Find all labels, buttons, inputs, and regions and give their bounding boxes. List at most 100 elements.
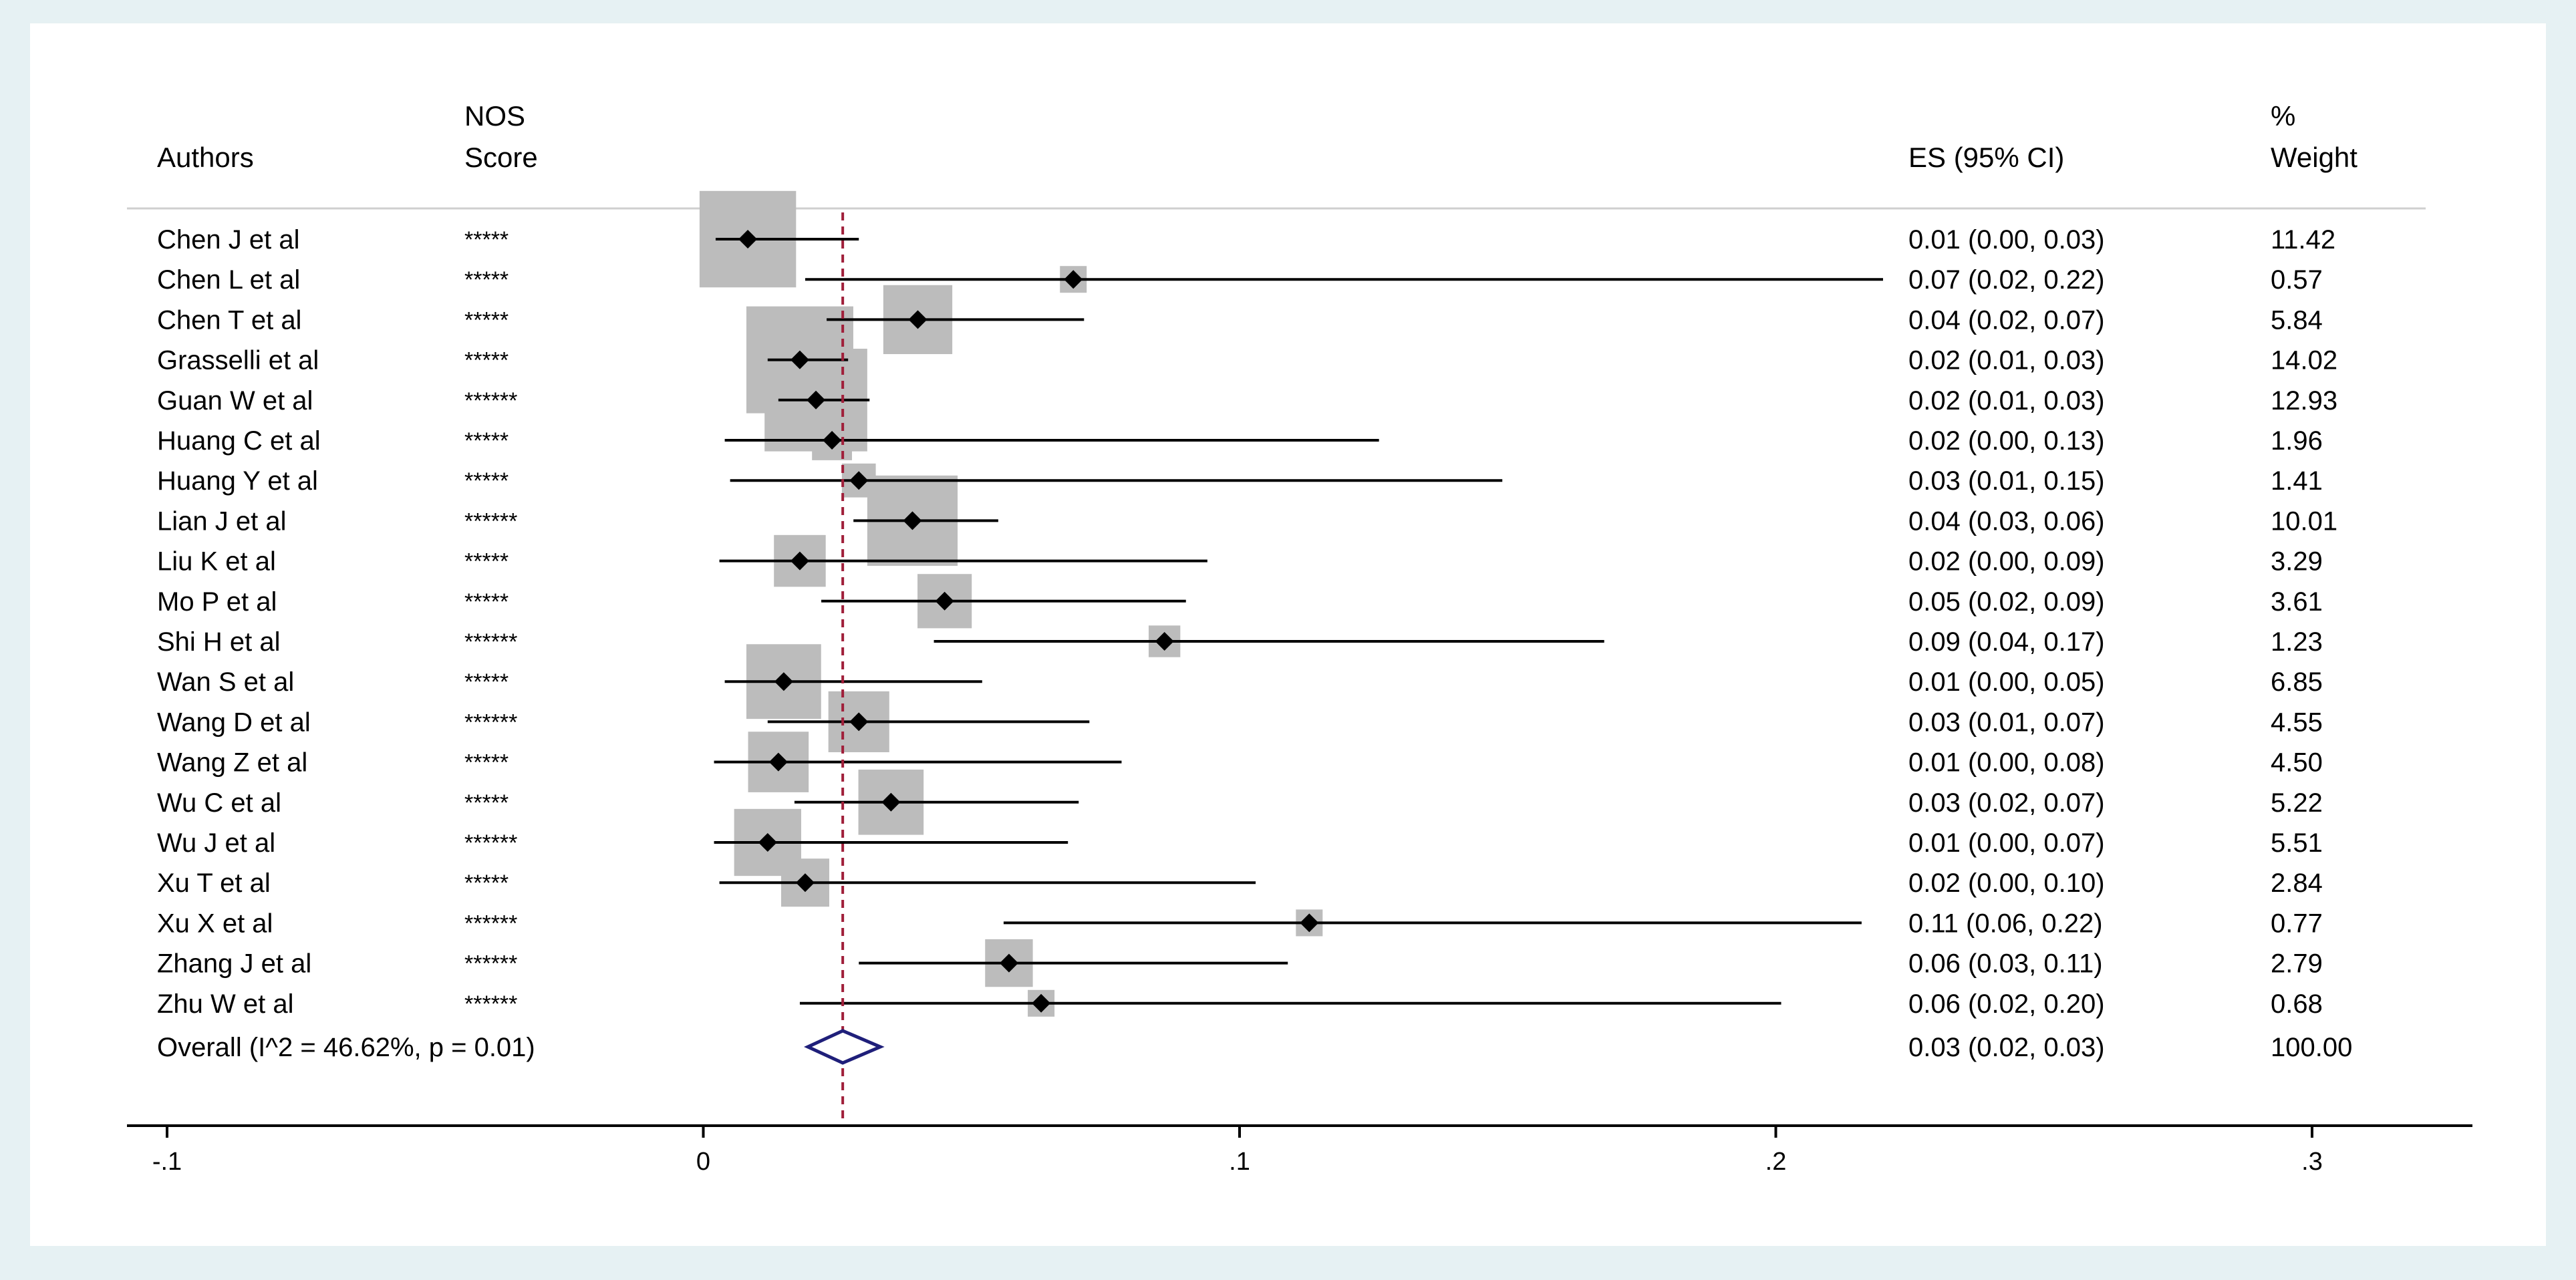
study-nos-score: ****** (464, 830, 517, 856)
study-weight: 14.02 (2271, 346, 2337, 375)
header-es: ES (95% CI) (1908, 142, 2064, 173)
point-estimate (999, 953, 1018, 973)
study-nos-score: ***** (464, 669, 509, 695)
study-weight: 1.96 (2271, 426, 2323, 456)
study-es-ci: 0.11 (0.06, 0.22) (1908, 909, 2103, 938)
study-author: Huang Y et al (157, 466, 318, 496)
study-nos-score: ****** (464, 951, 517, 977)
study-author: Wang Z et al (157, 748, 307, 778)
study-nos-score: ****** (464, 629, 517, 655)
point-estimate (1155, 632, 1174, 651)
study-es-ci: 0.01 (0.00, 0.07) (1908, 828, 2105, 858)
x-axis-ticks: -.1 0 .1 .2 .3 (152, 1126, 2323, 1176)
study-es-ci: 0.05 (0.02, 0.09) (1908, 587, 2105, 617)
point-estimate (758, 833, 777, 852)
point-estimate (935, 591, 954, 611)
study-author: Wu J et al (157, 828, 275, 858)
x-tick-label: -.1 (152, 1148, 182, 1176)
study-nos-score: ***** (464, 750, 509, 776)
point-estimate (738, 230, 758, 249)
study-author: Guan W et al (157, 386, 313, 416)
study-es-ci: 0.02 (0.00, 0.10) (1908, 868, 2105, 898)
point-estimate (849, 471, 869, 490)
x-tick-label: .2 (1765, 1148, 1787, 1176)
study-es-ci: 0.04 (0.02, 0.07) (1908, 305, 2105, 335)
overall-weight: 100.00 (2271, 1033, 2352, 1062)
point-estimate (908, 310, 927, 329)
study-nos-score: ****** (464, 911, 517, 936)
study-nos-score: ***** (464, 227, 509, 253)
overall-diamond (804, 1029, 885, 1065)
study-weight: 12.93 (2271, 386, 2337, 416)
study-nos-score: ***** (464, 267, 509, 293)
study-weight: 5.51 (2271, 828, 2323, 858)
study-nos-score: ***** (464, 348, 509, 373)
point-estimate (1300, 913, 1319, 933)
point-estimate (790, 551, 809, 571)
point-estimate (790, 350, 809, 369)
header-nos-line2: Score (464, 142, 538, 173)
study-es-ci: 0.02 (0.00, 0.13) (1908, 426, 2105, 456)
study-author: Liu K et al (157, 547, 276, 577)
overall-label: Overall (I^2 = 46.62%, p = 0.01) (157, 1033, 535, 1062)
study-weight: 4.55 (2271, 707, 2323, 737)
study-es-ci: 0.06 (0.03, 0.11) (1908, 949, 2103, 979)
study-es-ci: 0.09 (0.04, 0.17) (1908, 627, 2105, 657)
x-tick-label: 0 (696, 1148, 710, 1176)
study-nos-score: ****** (464, 388, 517, 414)
study-author: Chen J et al (157, 225, 299, 255)
x-tick-label: .1 (1229, 1148, 1250, 1176)
study-nos-score: ***** (464, 307, 509, 333)
point-estimate (1064, 270, 1083, 289)
study-author: Wu C et al (157, 788, 281, 818)
study-es-ci: 0.01 (0.00, 0.05) (1908, 667, 2105, 697)
header-nos-line1: NOS (464, 100, 525, 132)
study-es-ci: 0.03 (0.02, 0.07) (1908, 788, 2105, 818)
study-es-ci: 0.04 (0.03, 0.06) (1908, 506, 2105, 536)
study-es-ci: 0.06 (0.02, 0.20) (1908, 989, 2105, 1019)
header-authors: Authors (157, 142, 254, 173)
point-estimate (849, 712, 869, 732)
study-weight: 6.85 (2271, 667, 2323, 697)
study-weight: 2.79 (2271, 949, 2323, 979)
study-weight: 4.50 (2271, 748, 2323, 778)
study-author: Lian J et al (157, 506, 286, 536)
study-weight: 11.42 (2271, 225, 2335, 255)
point-estimate (795, 873, 815, 893)
x-tick-label: .3 (2301, 1148, 2323, 1176)
study-nos-score: ****** (464, 508, 517, 534)
point-estimate (881, 792, 901, 812)
study-weight: 1.41 (2271, 466, 2323, 496)
study-author: Chen L et al (157, 265, 300, 295)
study-weight: 3.61 (2271, 587, 2323, 617)
study-author: Shi H et al (157, 627, 281, 657)
study-weight: 5.84 (2271, 305, 2323, 335)
study-nos-score: ***** (464, 549, 509, 575)
overall-estimate (804, 1029, 885, 1065)
study-es-ci: 0.01 (0.00, 0.03) (1908, 225, 2105, 255)
point-estimate (823, 431, 842, 450)
study-weight: 0.77 (2271, 909, 2323, 938)
study-nos-score: ***** (464, 589, 509, 615)
study-nos-score: ****** (464, 991, 517, 1017)
study-weight: 0.57 (2271, 265, 2323, 295)
study-author: Xu X et al (157, 909, 273, 938)
header-weight-line1: % (2271, 100, 2295, 132)
study-weight: 1.23 (2271, 627, 2323, 657)
study-nos-score: ***** (464, 790, 509, 816)
study-author: Huang C et al (157, 426, 321, 456)
point-estimate (903, 511, 922, 530)
study-nos-score: ***** (464, 468, 509, 494)
header-weight-line2: Weight (2271, 142, 2357, 173)
point-estimate (807, 390, 826, 410)
study-author: Xu T et al (157, 868, 271, 898)
study-es-ci: 0.01 (0.00, 0.08) (1908, 748, 2105, 778)
study-es-ci: 0.02 (0.01, 0.03) (1908, 346, 2105, 375)
study-es-ci: 0.03 (0.01, 0.15) (1908, 466, 2105, 496)
study-author: Mo P et al (157, 587, 277, 617)
study-author: Wan S et al (157, 667, 294, 697)
study-author: Grasselli et al (157, 346, 319, 375)
study-weight: 10.01 (2271, 506, 2337, 536)
point-estimates (738, 230, 1319, 1013)
